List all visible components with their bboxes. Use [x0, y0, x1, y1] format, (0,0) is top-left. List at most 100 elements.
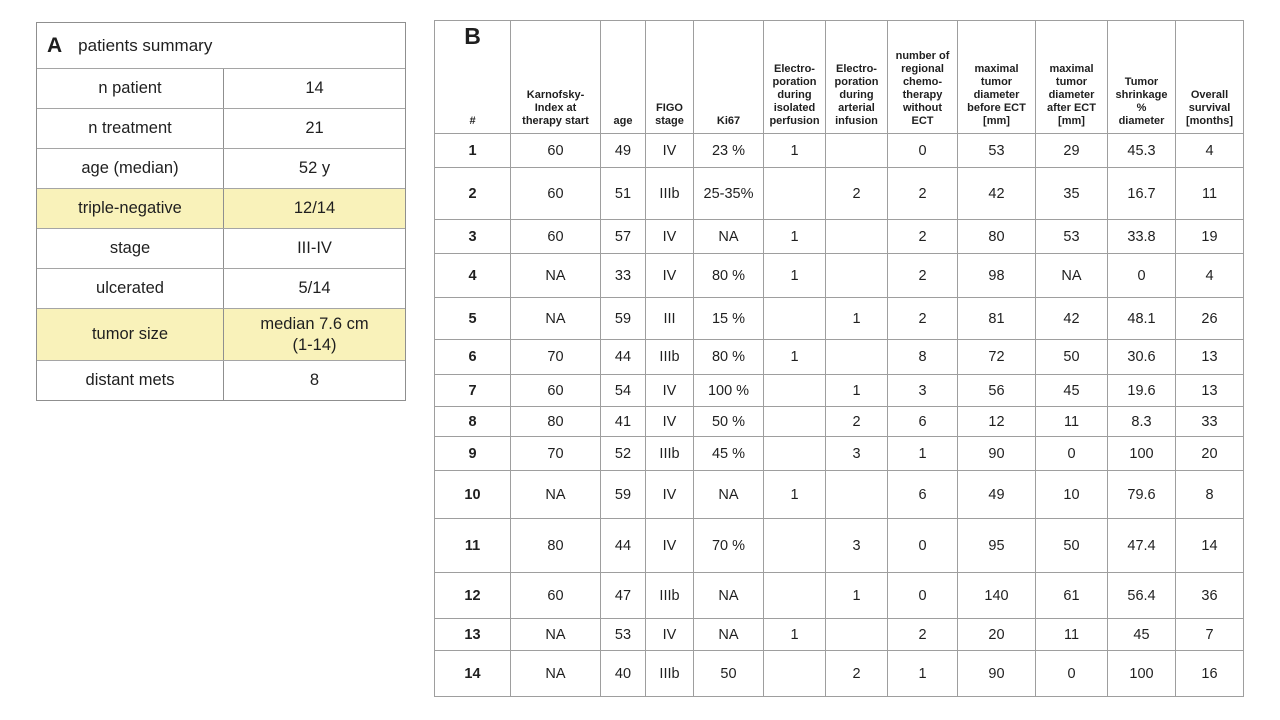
column-header: age	[600, 20, 646, 134]
patient-data-cell: 14	[1175, 518, 1244, 573]
patient-data-cell: IV	[645, 374, 694, 407]
column-header: maximal tumor diameter after ECT [mm]	[1035, 20, 1108, 134]
patients-summary-rows: n patient 14 n treatment 21 age (median) 52 y…	[37, 68, 405, 401]
patient-data-cell: 11	[1035, 406, 1108, 437]
patient-data-cell: 95	[957, 518, 1036, 573]
patient-number-cell: 9	[434, 436, 511, 471]
column-header: Overall survival [months]	[1175, 20, 1244, 134]
patient-data-cell: 79.6	[1107, 470, 1176, 519]
patient-data-cell: 56.4	[1107, 572, 1176, 619]
patient-detail-table: B # Karnofsky- Index at therapy start age FI…	[434, 20, 1244, 697]
patient-data-cell	[825, 253, 888, 298]
patient-data-cell: 47	[600, 572, 646, 619]
patient-data-cell: NA	[693, 219, 764, 254]
patient-data-cell: 44	[600, 339, 646, 375]
patient-data-cell: 6	[887, 406, 958, 437]
summary-row-value: 52 y	[298, 159, 331, 178]
column-header: Ki67	[693, 20, 764, 134]
patient-number-cell: 11	[434, 518, 511, 573]
patient-number-cell: 14	[434, 650, 511, 697]
patient-number-cell: 12	[434, 572, 511, 619]
patient-data-cell: 53	[1035, 219, 1108, 254]
column-header: Karnofsky- Index at therapy start	[510, 20, 601, 134]
patient-data-cell: 19.6	[1107, 374, 1176, 407]
patient-data-cell: IV	[645, 618, 694, 651]
panel-a-label: A	[47, 33, 63, 57]
patient-data-cell: 61	[1035, 572, 1108, 619]
column-header: Electro- poration during arterial infusi…	[825, 20, 888, 134]
patient-data-cell: 25-35%	[693, 167, 764, 220]
patient-data-cell: IV	[645, 518, 694, 573]
patient-number-cell: 2	[434, 167, 511, 220]
summary-row-value: median 7.6 cm (1-14)	[260, 315, 369, 354]
patient-data-cell: NA	[510, 650, 601, 697]
patient-data-cell: IV	[645, 406, 694, 437]
patient-detail-header: B # Karnofsky- Index at therapy start age FI…	[434, 20, 1244, 134]
patient-data-cell: 10	[1035, 470, 1108, 519]
patient-data-cell: 11	[1035, 618, 1108, 651]
patient-data-cell: IIIb	[645, 436, 694, 471]
column-header: Electro- poration during isolated perfus…	[763, 20, 826, 134]
patient-data-cell: 54	[600, 374, 646, 407]
patient-data-cell: 45 %	[693, 436, 764, 471]
patient-data-cell: 57	[600, 219, 646, 254]
summary-row-value: 8	[309, 371, 320, 390]
patient-data-cell: 15 %	[693, 297, 764, 340]
patient-data-cell: NA	[693, 618, 764, 651]
patient-number-cell: 3	[434, 219, 511, 254]
patient-data-cell: 2	[825, 650, 888, 697]
patient-data-cell: 33	[1175, 406, 1244, 437]
summary-row-label: triple-negative	[37, 189, 224, 228]
patient-data-cell: 2	[887, 219, 958, 254]
column-header: number of regional chemo- therapy withou…	[887, 20, 958, 134]
summary-row-value: 14	[305, 79, 324, 98]
patient-data-cell: 2	[887, 297, 958, 340]
patient-data-cell: NA	[510, 253, 601, 298]
patient-data-cell: 50	[1035, 518, 1108, 573]
patient-data-cell: 1	[887, 650, 958, 697]
patient-row: 14 NA 40 IIIb 50 2 1 90 0 100 16	[434, 650, 1244, 697]
patient-data-cell	[763, 167, 826, 220]
patient-data-cell: 40	[600, 650, 646, 697]
summary-row-label: distant mets	[37, 361, 224, 401]
patient-data-cell: 11	[1175, 167, 1244, 220]
panel-b-label: B	[464, 23, 481, 49]
patient-data-cell: 42	[1035, 297, 1108, 340]
patient-number-cell: 6	[434, 339, 511, 375]
patient-row: 6 70 44 IIIb 80 % 1 8 72 50 30.6 13	[434, 339, 1244, 375]
patient-data-cell: III	[645, 297, 694, 340]
patient-data-cell: 52	[600, 436, 646, 471]
patient-data-cell: 45	[1035, 374, 1108, 407]
patient-data-cell: 0	[1035, 436, 1108, 471]
patient-data-cell: 56	[957, 374, 1036, 407]
patient-data-cell: 3	[825, 436, 888, 471]
summary-row-value: 5/14	[298, 279, 331, 298]
patient-data-cell: 2	[825, 167, 888, 220]
patient-data-cell: 1	[763, 470, 826, 519]
patient-data-cell: 1	[763, 133, 826, 168]
patient-data-cell	[763, 518, 826, 573]
patient-data-cell: 60	[510, 572, 601, 619]
summary-row-n-patient: n patient 14	[37, 68, 405, 108]
patient-data-cell: 59	[600, 297, 646, 340]
summary-row-value: III-IV	[297, 239, 332, 258]
patient-data-cell: 49	[957, 470, 1036, 519]
patient-data-cell: 1	[825, 572, 888, 619]
patient-data-cell: 50	[693, 650, 764, 697]
patient-data-cell: 0	[887, 133, 958, 168]
patient-data-cell: 100	[1107, 650, 1176, 697]
patient-data-cell: 80	[957, 219, 1036, 254]
patient-data-cell: 23 %	[693, 133, 764, 168]
summary-row-label: n treatment	[37, 109, 224, 148]
patient-data-cell: 80 %	[693, 253, 764, 298]
patient-data-cell: IIIb	[645, 339, 694, 375]
patient-row: 4 NA 33 IV 80 % 1 2 98 NA 0 4	[434, 253, 1244, 298]
patient-data-cell: 4	[1175, 133, 1244, 168]
patient-data-cell: 47.4	[1107, 518, 1176, 573]
summary-row-label: stage	[37, 229, 224, 268]
patient-data-cell: 51	[600, 167, 646, 220]
patient-data-cell: 90	[957, 650, 1036, 697]
patient-data-cell: 6	[887, 470, 958, 519]
patient-number-cell: 13	[434, 618, 511, 651]
patient-data-cell: 8.3	[1107, 406, 1176, 437]
